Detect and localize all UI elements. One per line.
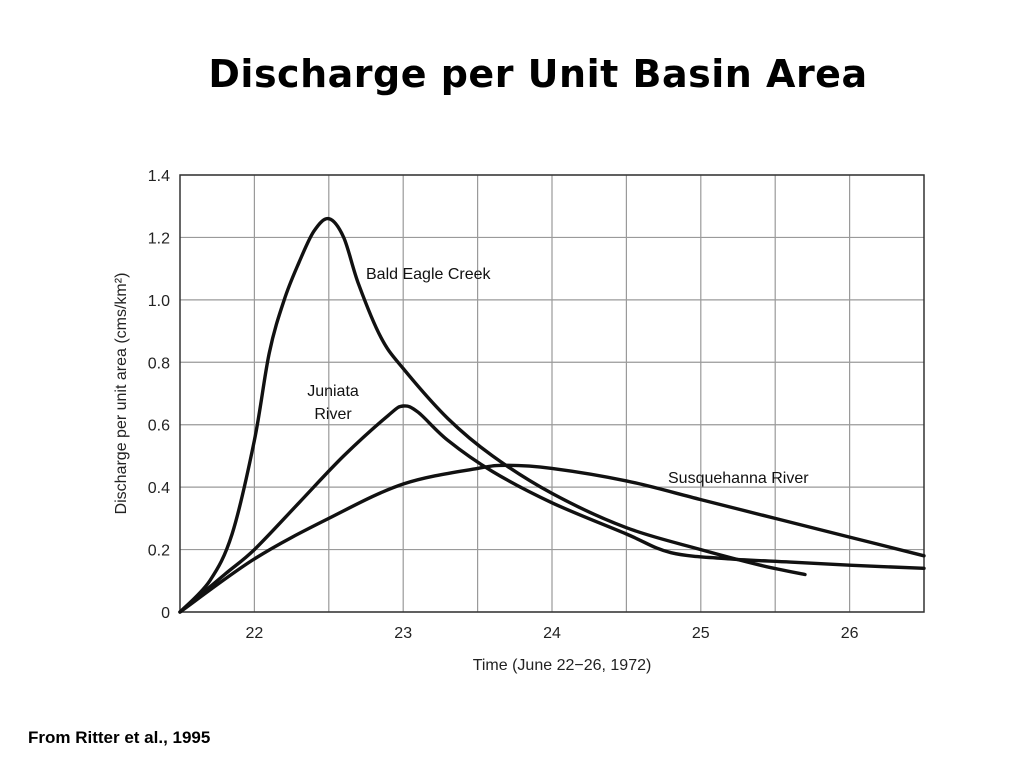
y-tick-label: 0.2 <box>148 543 170 560</box>
series-line-juniata-river <box>178 404 926 614</box>
x-tick-label: 25 <box>692 625 710 642</box>
y-axis-label: Discharge per unit area (cms/km²) <box>113 273 130 515</box>
x-tick-label: 24 <box>543 625 561 642</box>
series-labels: Bald Eagle Creek Juniata River Susquehanna … <box>307 266 809 487</box>
y-tick-label: 1.2 <box>148 230 170 247</box>
y-tick-label: 0.8 <box>148 355 170 372</box>
series-line-susquehanna-river <box>178 463 926 614</box>
y-tick-label: 0.6 <box>148 418 170 435</box>
y-tick-label: 0.4 <box>148 480 170 497</box>
x-tick-label: 22 <box>246 625 264 642</box>
x-axis-ticks: 22 23 24 25 26 <box>246 625 859 642</box>
slide-title: Discharge per Unit Basin Area <box>208 52 868 96</box>
series-label-bald-eagle-creek: Bald Eagle Creek <box>366 266 492 283</box>
x-axis-label: Time (June 22−26, 1972) <box>473 657 652 674</box>
series-label-juniata-river: River <box>314 406 352 423</box>
x-tick-label: 23 <box>394 625 412 642</box>
series-label-susquehanna-river: Susquehanna River <box>668 470 809 487</box>
chart-grid <box>180 174 924 613</box>
y-tick-label: 1.0 <box>148 293 170 310</box>
series-line-bald-eagle-creek <box>178 216 807 614</box>
y-axis-ticks: 0 0.2 0.4 0.6 0.8 1.0 1.2 1.4 <box>148 168 170 622</box>
series-label-juniata-river: Juniata <box>307 383 359 400</box>
series-lines <box>178 216 926 614</box>
plot-frame <box>179 174 925 613</box>
x-tick-label: 26 <box>841 625 859 642</box>
source-citation: From Ritter et al., 1995 <box>28 728 211 747</box>
y-tick-label: 0 <box>161 605 170 622</box>
y-tick-label: 1.4 <box>148 168 170 185</box>
